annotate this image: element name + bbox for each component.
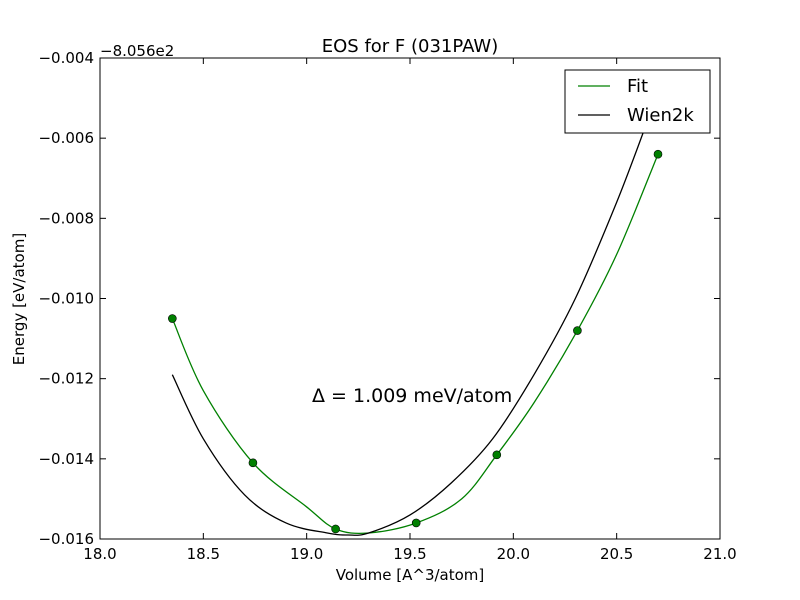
x-axis-label: Volume [A^3/atom]: [336, 566, 485, 584]
chart-title: EOS for F (031PAW): [322, 36, 498, 57]
legend-fit-label: Fit: [627, 76, 648, 97]
series-line-fit: [171, 153, 659, 535]
data-point: [331, 524, 340, 534]
y-tick-label: −0.014: [38, 450, 94, 468]
series-line-wien2k: [171, 125, 647, 536]
legend-wien2k-label: Wien2k: [627, 105, 694, 126]
data-point: [492, 450, 502, 460]
data-point: [248, 458, 258, 468]
legend: Fit Wien2k: [564, 69, 711, 134]
y-tick-label: −0.006: [38, 129, 94, 147]
x-tick-label: 21.0: [703, 545, 736, 563]
y-axis-label: Energy [eV/atom]: [10, 233, 28, 365]
x-tick-label: 20.5: [600, 545, 633, 563]
y-tick-label: −0.004: [38, 49, 94, 67]
x-tick-label: 19.5: [393, 545, 426, 563]
y-offset-label: −8.056e2: [100, 42, 174, 60]
delta-annotation: Δ = 1.009 meV/atom: [312, 385, 512, 407]
y-tick-label: −0.012: [38, 370, 94, 388]
data-point: [573, 326, 582, 335]
data-point: [653, 149, 663, 159]
x-tick-label: 18.0: [83, 545, 116, 563]
x-tick-label: 20.0: [497, 545, 530, 563]
series-layer: [168, 125, 663, 536]
legend-box: [564, 69, 711, 134]
x-tick-label: 19.0: [290, 545, 323, 563]
data-point: [411, 518, 421, 528]
y-tick-label: −0.010: [38, 290, 94, 308]
y-tick-label: −0.016: [38, 530, 94, 548]
ticks-layer: 18.0 18.5 19.0 19.5 20.0 20.5 21.0 −0.016 −0.014…: [38, 49, 736, 563]
x-tick-label: 18.5: [187, 545, 220, 563]
data-point: [168, 314, 177, 323]
y-tick-label: −0.008: [38, 209, 94, 227]
